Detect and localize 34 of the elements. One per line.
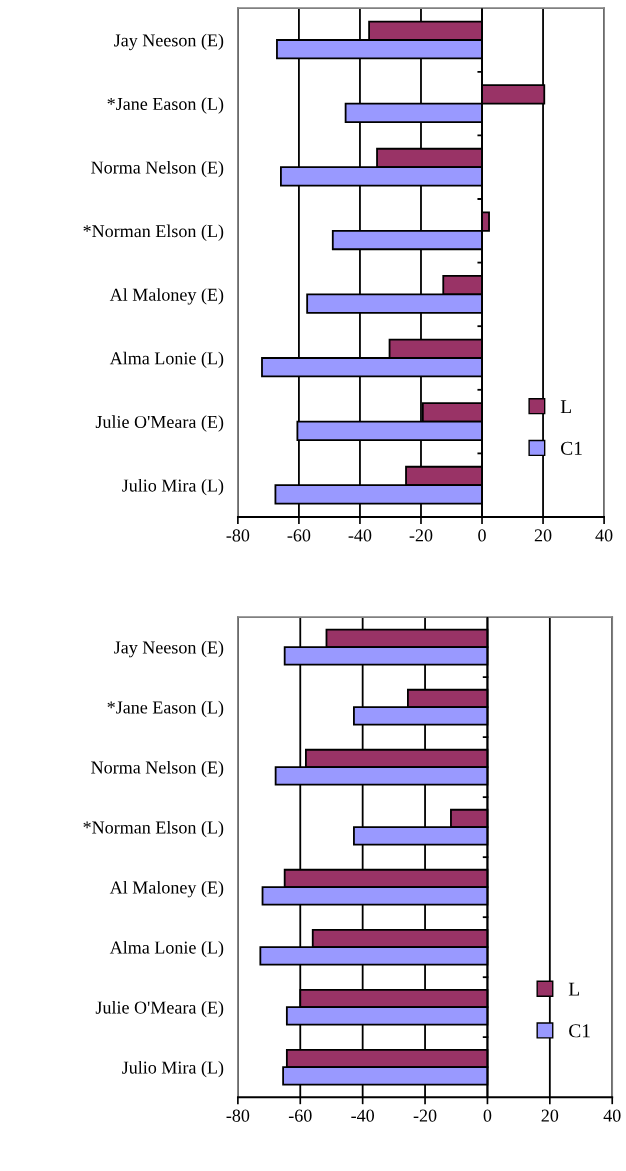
y-tick-label: Norma Nelson (E) <box>91 760 224 778</box>
y-tick-label: Jay Neeson (E) <box>114 33 224 51</box>
x-tick-label: 0 <box>478 529 486 542</box>
legend-label: C1 <box>561 441 582 455</box>
x-tick-label: 40 <box>603 1109 621 1122</box>
x-tick-label: -60 <box>288 1109 312 1122</box>
x-tick-label: 20 <box>534 529 552 542</box>
y-tick-label: *Norman Elson (L) <box>83 224 224 241</box>
y-tick-label: Jay Neeson (E) <box>114 640 224 658</box>
y-tick-label: Julio Mira (L) <box>122 478 224 496</box>
x-tick-label: -80 <box>226 529 250 542</box>
x-tick-label: -40 <box>348 529 372 542</box>
y-tick-label: Al Maloney (E) <box>109 288 224 305</box>
y-tick-label: Julie O'Meara (E) <box>95 415 224 432</box>
y-tick-label: Al Maloney (E) <box>109 880 224 898</box>
y-tick-label: *Norman Elson (L) <box>83 820 224 838</box>
y-tick-label: Alma Lonie (L) <box>109 940 224 958</box>
y-tick-label: Norma Nelson (E) <box>91 160 224 178</box>
x-tick-label: 40 <box>595 529 613 542</box>
y-tick-label: Alma Lonie (L) <box>109 351 224 369</box>
legend-label: L <box>568 982 579 996</box>
legend-label: L <box>560 400 571 413</box>
x-tick-label: 20 <box>541 1109 559 1122</box>
legend-label: C1 <box>569 1024 590 1038</box>
x-tick-label: 0 <box>483 1109 492 1122</box>
x-tick-label: -80 <box>226 1109 250 1122</box>
x-tick-label: -40 <box>351 1109 375 1122</box>
y-tick-label: Julie O'Meara (E) <box>95 1000 224 1018</box>
y-tick-label: Julio Mira (L) <box>122 1060 224 1078</box>
y-tick-label: *Jane Eason (L) <box>107 700 224 718</box>
x-tick-label: -60 <box>287 529 311 542</box>
y-tick-label: *Jane Eason (L) <box>107 97 224 114</box>
x-tick-label: -20 <box>409 529 433 542</box>
x-tick-label: -20 <box>413 1109 437 1122</box>
